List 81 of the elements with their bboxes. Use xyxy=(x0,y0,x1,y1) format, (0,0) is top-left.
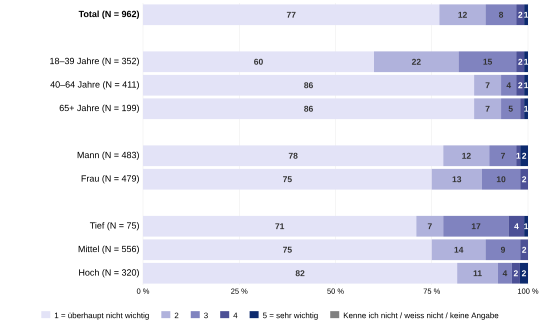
data-label: 13 xyxy=(452,176,462,182)
bar xyxy=(432,239,486,260)
y-tick-label: Frau (N = 479) xyxy=(82,175,139,184)
data-label: 2 xyxy=(522,270,526,276)
data-label: 12 xyxy=(458,12,467,18)
y-tick-label: Tief (N = 75) xyxy=(90,222,139,230)
bar xyxy=(143,239,432,260)
data-label: 10 xyxy=(496,176,506,182)
bar xyxy=(498,262,512,284)
data-label: 1 xyxy=(516,152,520,159)
data-label: 75 xyxy=(283,176,292,182)
bar xyxy=(143,216,416,237)
y-tick-label: Mann (N = 483) xyxy=(78,152,139,160)
data-label: 7 xyxy=(486,106,490,112)
bar xyxy=(143,4,440,26)
bar xyxy=(486,4,516,26)
bar xyxy=(516,145,520,166)
data-label: 5 xyxy=(508,106,513,112)
data-label: 12 xyxy=(462,152,471,159)
bar xyxy=(516,51,524,72)
data-label: 11 xyxy=(474,270,482,276)
y-tick-label: 65+ Jahre (N = 199) xyxy=(60,104,139,113)
bar xyxy=(457,262,498,284)
data-label: 14 xyxy=(454,246,464,253)
bar xyxy=(516,74,524,96)
data-label: 2 xyxy=(522,176,526,182)
bar xyxy=(432,168,482,190)
y-tick-label: 40–64 Jahre (N = 411) xyxy=(50,81,139,90)
data-label: 7 xyxy=(486,82,490,88)
bar xyxy=(482,168,520,190)
data-label: 71 xyxy=(275,223,284,230)
data-label: 86 xyxy=(304,106,313,112)
y-tick-label: 18–39 Jahre (N = 352) xyxy=(50,58,139,66)
data-label: 8 xyxy=(498,12,504,18)
bar xyxy=(374,51,459,72)
y-tick-label: Total (N = 962) xyxy=(78,10,140,19)
bar xyxy=(501,74,516,96)
bar xyxy=(458,51,516,72)
data-label: 4 xyxy=(506,82,512,88)
bar xyxy=(512,262,520,284)
bar xyxy=(143,74,474,96)
data-label: 2 xyxy=(518,82,522,88)
data-label: 75 xyxy=(283,246,292,253)
data-label: 2 xyxy=(518,58,522,65)
data-label: 7 xyxy=(500,152,505,159)
bar xyxy=(490,145,516,166)
bar xyxy=(486,239,520,260)
data-label: 2 xyxy=(522,246,526,253)
data-label: 7 xyxy=(428,223,432,230)
bar xyxy=(508,216,524,237)
bar xyxy=(501,98,520,120)
data-label: 2 xyxy=(518,12,522,18)
bar xyxy=(520,98,524,120)
data-label: 86 xyxy=(304,82,313,88)
bar xyxy=(520,262,528,284)
bar xyxy=(143,51,374,72)
data-label: 4 xyxy=(502,270,508,276)
data-label: 78 xyxy=(288,152,298,159)
data-label: 15 xyxy=(483,58,492,65)
data-label: 60 xyxy=(254,58,263,65)
data-label: 17 xyxy=(472,223,480,230)
bar xyxy=(143,262,458,284)
y-tick-label: Mittel (N = 556) xyxy=(78,246,139,254)
bar xyxy=(143,168,432,190)
bar xyxy=(143,98,474,120)
bar xyxy=(416,216,444,237)
data-label: 22 xyxy=(412,58,421,65)
data-label: 2 xyxy=(522,152,526,159)
data-label: 4 xyxy=(514,223,519,230)
y-tick-label: Hoch (N = 320) xyxy=(79,269,139,278)
bar xyxy=(443,145,490,166)
data-label: 82 xyxy=(296,270,304,276)
bar xyxy=(474,98,502,120)
data-label: 2 xyxy=(514,270,518,276)
bar xyxy=(143,145,444,166)
bar xyxy=(516,4,524,26)
data-label: 77 xyxy=(286,12,296,18)
bar xyxy=(439,4,486,26)
bar xyxy=(474,74,502,96)
data-label: 9 xyxy=(500,246,506,253)
bar xyxy=(443,216,509,237)
